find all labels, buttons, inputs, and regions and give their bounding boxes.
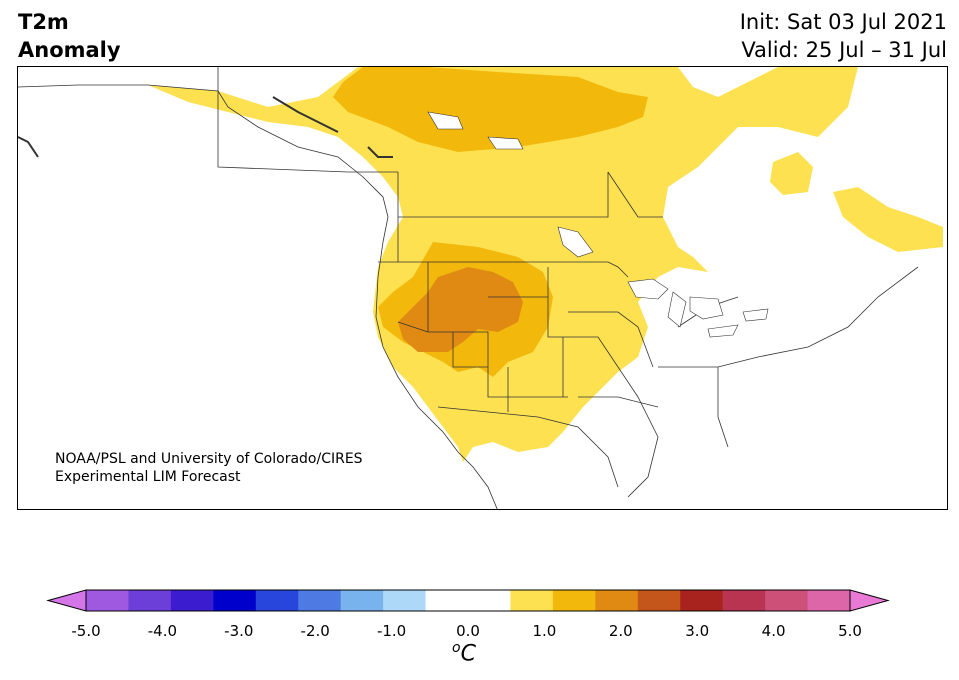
credit-line-2: Experimental LIM Forecast bbox=[55, 469, 241, 485]
river-lines bbox=[18, 96, 393, 158]
colorbar-cell bbox=[383, 590, 427, 611]
anomaly-region-quebec bbox=[770, 152, 813, 195]
colorbar-tick-label: 3.0 bbox=[685, 622, 710, 640]
valid-range: Valid: 25 Jul – 31 Jul bbox=[741, 38, 947, 62]
credit-line-1: NOAA/PSL and University of Colorado/CIRE… bbox=[55, 451, 363, 467]
colorbar-tick-label: -5.0 bbox=[71, 622, 101, 640]
init-date: Init: Sat 03 Jul 2021 bbox=[739, 10, 947, 34]
colorbar-cell bbox=[340, 590, 384, 611]
anomaly-region-strong bbox=[398, 267, 523, 352]
colorbar-cell bbox=[425, 590, 469, 611]
unit-celsius: C bbox=[460, 641, 476, 667]
colorbar-cell bbox=[510, 590, 554, 611]
great-lakes bbox=[427, 111, 769, 338]
colorbar-cell bbox=[86, 590, 129, 611]
colorbar-unit: oC bbox=[452, 640, 476, 666]
colorbar-cell bbox=[255, 590, 299, 611]
colorbar-tick-label: 1.0 bbox=[532, 622, 557, 640]
colorbar-tick-label: -1.0 bbox=[376, 622, 407, 640]
map-title: T2m Anomaly bbox=[18, 8, 121, 64]
colorbar-tick-label: -4.0 bbox=[147, 622, 178, 640]
map-panel bbox=[17, 66, 948, 510]
title-line-variable: T2m bbox=[18, 10, 69, 34]
colorbar-tick-label: -2.0 bbox=[300, 622, 330, 640]
anomaly-map bbox=[18, 67, 943, 509]
colorbar-extend-low bbox=[46, 589, 87, 612]
colorbar-cell bbox=[637, 590, 681, 611]
colorbar-extend-high bbox=[849, 589, 890, 612]
colorbar-cell bbox=[213, 590, 257, 611]
colorbar-cell bbox=[552, 590, 596, 611]
colorbar-cell bbox=[807, 590, 851, 611]
country-borders bbox=[18, 67, 919, 509]
colorbar-cell bbox=[298, 590, 342, 611]
colorbar-cell bbox=[680, 590, 724, 611]
colorbar-cell bbox=[128, 590, 172, 611]
colorbar-cell bbox=[170, 590, 214, 611]
anomaly-region-labrador bbox=[833, 187, 943, 252]
colorbar bbox=[46, 589, 890, 612]
colorbar-cell bbox=[722, 590, 766, 611]
colorbar-tick-label: 4.0 bbox=[761, 622, 786, 640]
colorbar-tick-label: 0.0 bbox=[456, 622, 480, 640]
credit-text: NOAA/PSL and University of Colorado/CIRE… bbox=[55, 450, 363, 486]
title-line-anomaly: Anomaly bbox=[18, 38, 121, 62]
unit-degree: o bbox=[452, 640, 461, 656]
colorbar-tick-label: -3.0 bbox=[224, 622, 254, 640]
colorbar-tick-label: 2.0 bbox=[608, 622, 633, 640]
anomaly-region-medium-north bbox=[333, 67, 648, 152]
colorbar-cell bbox=[468, 590, 511, 611]
colorbar-tick-label: 5.0 bbox=[838, 622, 862, 640]
colorbar-cell bbox=[765, 590, 809, 611]
colorbar-cells bbox=[46, 589, 890, 612]
forecast-dates: Init: Sat 03 Jul 2021 Valid: 25 Jul – 31… bbox=[740, 8, 947, 64]
colorbar-cell bbox=[595, 590, 639, 611]
colorbar-frame bbox=[85, 589, 851, 612]
